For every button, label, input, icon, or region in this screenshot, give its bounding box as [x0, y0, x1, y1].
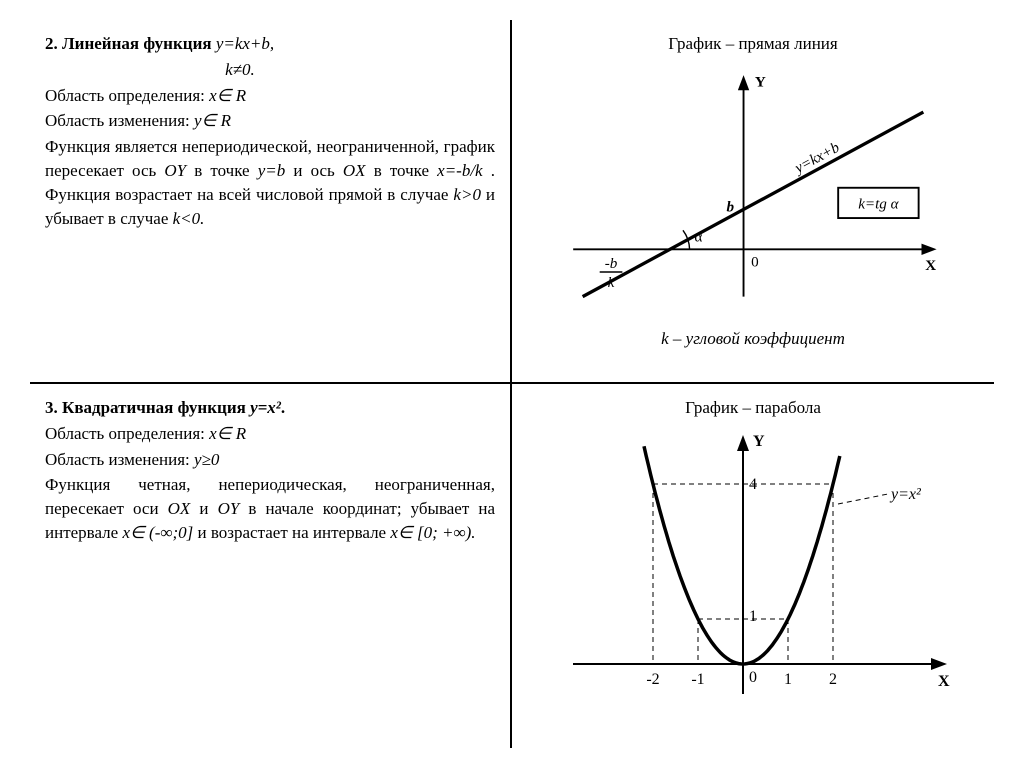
section2-body: Функция является непериодической, неогра… — [45, 135, 495, 230]
svg-text:k=tg α: k=tg α — [858, 196, 899, 212]
svg-text:X: X — [938, 673, 950, 690]
svg-text:1: 1 — [784, 671, 792, 688]
section3-graph: График – парабола y=x² Y X 0 4 1 -2 -1 1 2 — [512, 384, 994, 748]
domain-line: Область определения: x∈ R — [45, 84, 495, 108]
parabola-graph-title: График – парабола — [527, 396, 979, 420]
section3-text: 3. Квадратичная функция y=x². Область оп… — [30, 384, 512, 748]
heading3-prefix: 3. Квадратичная функция — [45, 398, 250, 417]
svg-text:k: k — [608, 275, 615, 291]
svg-text:y=x²: y=x² — [889, 486, 922, 503]
range-line: Область изменения: y∈ R — [45, 109, 495, 133]
svg-text:Y: Y — [753, 433, 765, 450]
svg-text:0: 0 — [751, 254, 759, 270]
section3-heading: 3. Квадратичная функция y=x². — [45, 396, 495, 420]
svg-text:0: 0 — [749, 669, 757, 686]
section3-body: Функция четная, непериодическая, неогран… — [45, 473, 495, 544]
svg-text:-b: -b — [605, 256, 618, 272]
heading-prefix: 2. Линейная функция — [45, 34, 216, 53]
linear-graph-caption: k – угловой коэффициент — [527, 327, 979, 351]
svg-text:-1: -1 — [691, 671, 704, 688]
linear-graph-title: График – прямая линия — [527, 32, 979, 56]
section2-graph: График – прямая линия k=tg αYX0bα-bky=kx… — [512, 20, 994, 384]
svg-text:1: 1 — [749, 608, 757, 625]
linear-chart: k=tg αYX0bα-bky=kx+b — [543, 60, 963, 325]
heading-formula: y=kx+b, — [216, 34, 274, 53]
section2-heading: 2. Линейная функция y=kx+b, — [45, 32, 495, 56]
section2-text: 2. Линейная функция y=kx+b, k≠0. Область… — [30, 20, 512, 384]
range3-line: Область изменения: y≥0 — [45, 448, 495, 472]
domain3-line: Область определения: x∈ R — [45, 422, 495, 446]
functions-grid: 2. Линейная функция y=kx+b, k≠0. Область… — [30, 20, 994, 748]
svg-text:b: b — [727, 199, 735, 215]
svg-text:-2: -2 — [646, 671, 659, 688]
svg-text:4: 4 — [749, 476, 757, 493]
svg-text:X: X — [925, 258, 936, 274]
svg-text:Y: Y — [755, 74, 766, 90]
heading-condition: k≠0. — [45, 58, 495, 82]
parabola-chart: y=x² Y X 0 4 1 -2 -1 1 2 — [543, 424, 963, 714]
svg-text:2: 2 — [829, 671, 837, 688]
svg-text:α: α — [694, 230, 702, 246]
